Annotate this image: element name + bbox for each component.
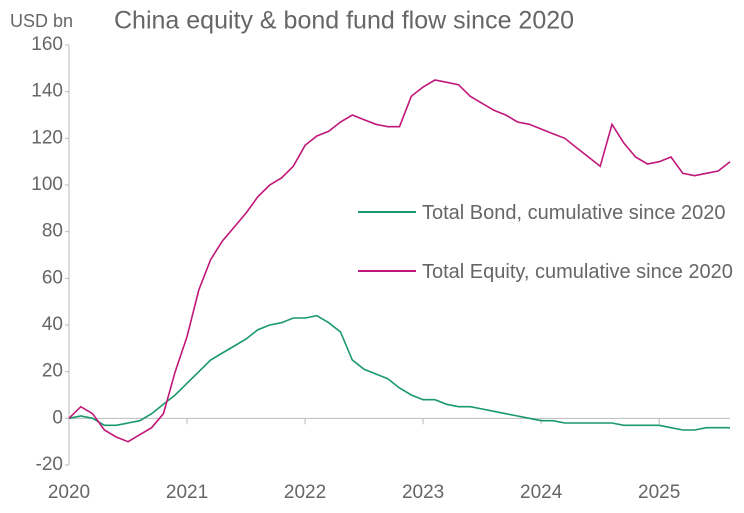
y-tick-label: 120 — [31, 127, 63, 148]
chart-title: China equity & bond fund flow since 2020 — [114, 7, 574, 35]
legend-item: Total Equity, cumulative since 2020 — [358, 259, 738, 285]
x-tick-label: 2023 — [402, 482, 444, 503]
legend-item: Total Bond, cumulative since 2020 — [358, 200, 738, 226]
y-tick-label: 60 — [42, 267, 63, 288]
series-line — [68, 314, 730, 431]
y-tick-label: 20 — [42, 361, 63, 382]
x-tick-label: 2024 — [520, 482, 563, 503]
y-tick-label: 40 — [42, 314, 63, 335]
x-tick-label: 2025 — [638, 482, 680, 503]
y-tick-label: 160 — [31, 34, 63, 55]
y-tick-label: -20 — [36, 454, 63, 475]
y-tick-label: 0 — [52, 407, 63, 428]
y-tick-label: 80 — [42, 221, 63, 242]
legend-label: Total Equity, cumulative since 2020 — [422, 261, 733, 283]
series-line — [68, 79, 731, 443]
x-tick-label: 2020 — [48, 482, 90, 503]
x-tick-label: 2021 — [166, 482, 208, 503]
unit-label: USD bn — [10, 11, 73, 31]
legend-swatch — [358, 211, 416, 213]
y-tick-label: 140 — [31, 81, 63, 102]
y-tick-label: 100 — [31, 174, 63, 195]
x-tick-label: 2022 — [284, 482, 326, 503]
legend-swatch — [358, 270, 416, 272]
legend-label: Total Bond, cumulative since 2020 — [422, 202, 726, 224]
